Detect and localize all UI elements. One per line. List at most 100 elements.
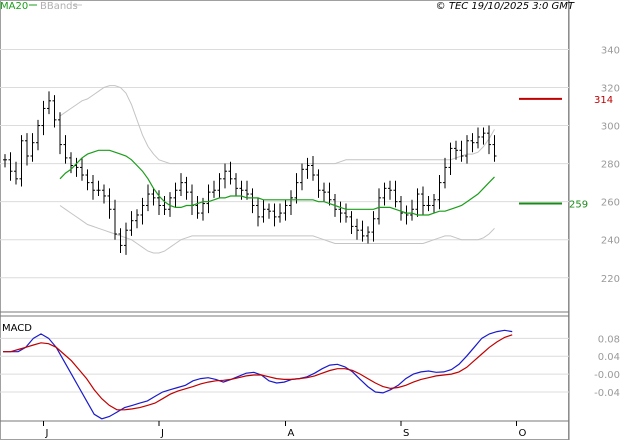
price-bar	[261, 199, 266, 223]
price-bar	[355, 218, 359, 240]
price-levels: 314 259	[519, 95, 613, 211]
price-bar	[47, 91, 51, 115]
price-tick-label: 220	[601, 274, 620, 285]
price-bar	[212, 180, 216, 198]
price-bar	[195, 195, 200, 219]
price-bar	[96, 180, 101, 196]
price-bar	[3, 154, 7, 168]
price-tick-label: 260	[601, 198, 620, 209]
price-tick-label: 280	[601, 160, 620, 171]
price-bar	[63, 135, 68, 164]
price-bar	[118, 228, 123, 254]
price-bar	[146, 184, 150, 212]
resistance-label: 314	[594, 95, 613, 106]
price-bar	[179, 173, 183, 196]
price-bar	[492, 135, 497, 162]
date-label: J	[45, 428, 49, 439]
price-tick-label: 340	[601, 45, 620, 56]
macd-tick-label: -0.00	[594, 370, 620, 381]
price-bar	[107, 188, 112, 219]
price-bar	[272, 203, 277, 227]
bbands-lower-line	[59, 205, 495, 254]
price-bar	[129, 211, 134, 236]
price-bar	[360, 220, 365, 242]
price-bar	[393, 180, 398, 208]
price-bar	[289, 190, 293, 215]
price-bar	[113, 199, 117, 240]
price-bar	[283, 199, 288, 221]
date-label: A	[288, 428, 295, 439]
price-bar	[91, 175, 95, 200]
price-bar	[14, 161, 18, 185]
price-bar	[19, 135, 24, 187]
date-label: J	[160, 428, 164, 439]
price-bar	[327, 182, 332, 206]
price-bar	[58, 112, 62, 155]
price-bar	[349, 211, 354, 234]
price-bar	[448, 142, 453, 176]
price-bar	[459, 140, 464, 162]
price-bar	[470, 133, 475, 153]
date-label: S	[403, 428, 409, 439]
price-tick-label: 320	[601, 84, 620, 95]
signal-line	[3, 334, 513, 411]
price-bar	[140, 197, 145, 225]
price-bar	[85, 169, 90, 191]
price-bar	[256, 197, 260, 227]
price-bar	[8, 152, 13, 181]
price-bar	[234, 173, 238, 196]
price-bar	[305, 157, 310, 179]
price-bar	[157, 190, 161, 215]
ma20-line	[59, 149, 495, 216]
price-bar	[382, 182, 387, 206]
macd-panel-title: MACD	[2, 323, 32, 334]
price-bar	[228, 161, 233, 185]
price-bar	[366, 226, 370, 244]
price-bar	[443, 157, 447, 189]
price-bar	[278, 203, 282, 223]
date-label: O	[519, 428, 527, 439]
price-tick-label: 240	[601, 236, 620, 247]
bbands-upper-line	[59, 85, 495, 165]
price-bar	[432, 194, 436, 214]
price-bar	[487, 125, 491, 155]
price-bar	[173, 182, 178, 208]
price-bar	[437, 175, 442, 210]
price-bar	[481, 127, 486, 145]
price-bar	[162, 195, 167, 215]
price-bar	[300, 163, 304, 191]
price-bar	[245, 180, 249, 200]
price-bar	[465, 135, 469, 164]
price-bar	[41, 100, 46, 136]
chart-frame	[0, 0, 569, 440]
legend-bbands: BBands	[40, 1, 78, 12]
price-bar	[421, 186, 425, 215]
price-bar	[338, 201, 343, 223]
macd-tick-label: 0.08	[598, 334, 620, 345]
price-bar	[415, 188, 420, 217]
copyright-text: © TEC 19/10/2025 3:0 GMT	[436, 1, 575, 12]
price-bar	[267, 203, 271, 219]
price-bar	[217, 173, 222, 198]
price-bar	[135, 209, 139, 229]
price-bar	[371, 211, 376, 242]
price-bar	[124, 222, 128, 255]
price-bar	[388, 180, 392, 200]
price-bar	[30, 133, 35, 162]
macd-tick-label: 0.04	[598, 352, 620, 363]
price-bar	[322, 182, 326, 202]
price-bar	[184, 176, 189, 200]
price-bar	[399, 195, 403, 221]
price-bar	[80, 157, 84, 181]
price-bar	[311, 156, 315, 181]
price-bar	[410, 199, 414, 221]
macd-line	[3, 329, 513, 420]
support-label: 259	[569, 200, 588, 211]
macd-grid	[0, 337, 569, 393]
price-bar	[344, 203, 348, 223]
price-bar	[426, 195, 431, 212]
price-bar	[36, 119, 40, 151]
price-bar	[52, 95, 57, 128]
